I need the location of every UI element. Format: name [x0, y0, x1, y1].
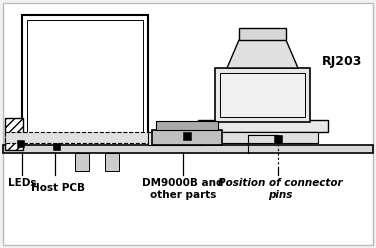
Bar [274, 135, 282, 143]
Text: LEDs: LEDs [8, 178, 36, 188]
Text: RJ203: RJ203 [322, 56, 362, 68]
Bar [205, 132, 318, 143]
Text: Position of connector
pins: Position of connector pins [218, 178, 342, 200]
Text: DM9000B and
other parts: DM9000B and other parts [142, 178, 224, 200]
Bar [239, 28, 286, 40]
Bar [5, 118, 23, 150]
Text: Host PCB: Host PCB [31, 183, 85, 193]
Bar [152, 130, 222, 145]
Bar [215, 68, 310, 122]
Bar [17, 140, 24, 147]
Bar [220, 73, 305, 117]
Bar [27, 20, 143, 135]
Bar [198, 120, 328, 132]
Bar [105, 153, 119, 171]
Bar [75, 153, 89, 171]
Bar [53, 143, 60, 150]
Bar [156, 121, 218, 130]
Bar [5, 132, 155, 143]
Polygon shape [227, 40, 298, 68]
Bar [148, 132, 205, 145]
Bar [3, 145, 373, 153]
Bar [183, 132, 191, 140]
Bar [22, 15, 148, 140]
